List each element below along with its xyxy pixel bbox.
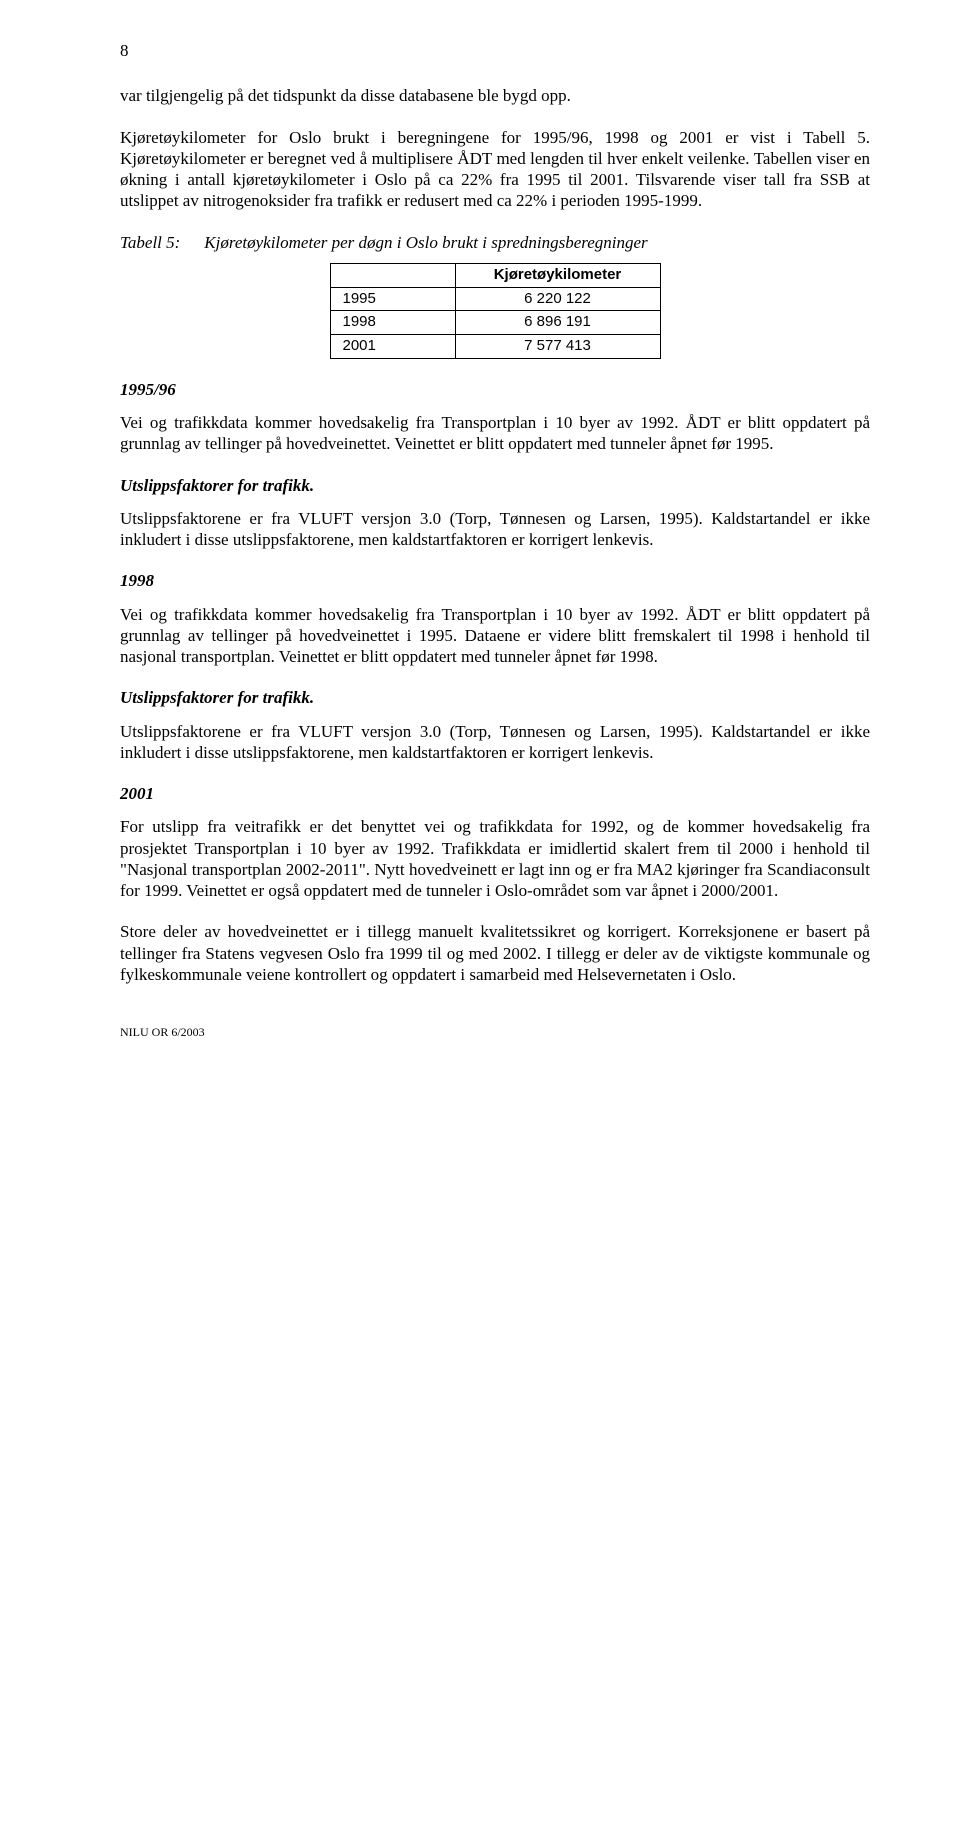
section-heading-1995-96: 1995/96 [120,379,870,400]
paragraph-context: Kjøretøykilometer for Oslo brukt i bereg… [120,127,870,212]
section-2001-para1: For utslipp fra veitrafikk er det benytt… [120,816,870,901]
table-header-row: Kjøretøykilometer [330,263,660,287]
table-empty-cell [330,263,455,287]
table-cell-year: 1995 [330,287,455,311]
table-cell-value: 6 220 122 [455,287,660,311]
table-header-km: Kjøretøykilometer [455,263,660,287]
section-heading-2001: 2001 [120,783,870,804]
table5-caption-text: Kjøretøykilometer per døgn i Oslo brukt … [204,232,647,253]
table-row: 1998 6 896 191 [330,311,660,335]
table-cell-value: 6 896 191 [455,311,660,335]
section-1995-96-para1: Vei og trafikkdata kommer hovedsakelig f… [120,412,870,455]
section-heading-1998: 1998 [120,570,870,591]
page-number: 8 [120,40,870,61]
emission-factors-heading-1: Utslippsfaktorer for trafikk. [120,475,870,496]
table-cell-year: 1998 [330,311,455,335]
table-cell-value: 7 577 413 [455,335,660,359]
table-row: 2001 7 577 413 [330,335,660,359]
table5-caption: Tabell 5: Kjøretøykilometer per døgn i O… [120,232,870,253]
footer-reference: NILU OR 6/2003 [120,1025,870,1040]
emission-factors-heading-2: Utslippsfaktorer for trafikk. [120,687,870,708]
table5: Kjøretøykilometer 1995 6 220 122 1998 6 … [330,263,661,359]
section-1998-para2: Utslippsfaktorene er fra VLUFT versjon 3… [120,721,870,764]
paragraph-intro-continuation: var tilgjengelig på det tidspunkt da dis… [120,85,870,106]
table-cell-year: 2001 [330,335,455,359]
table5-caption-label: Tabell 5: [120,232,180,253]
section-2001-para2: Store deler av hovedveinettet er i tille… [120,921,870,985]
section-1995-96-para2: Utslippsfaktorene er fra VLUFT versjon 3… [120,508,870,551]
section-1998-para1: Vei og trafikkdata kommer hovedsakelig f… [120,604,870,668]
table-row: 1995 6 220 122 [330,287,660,311]
